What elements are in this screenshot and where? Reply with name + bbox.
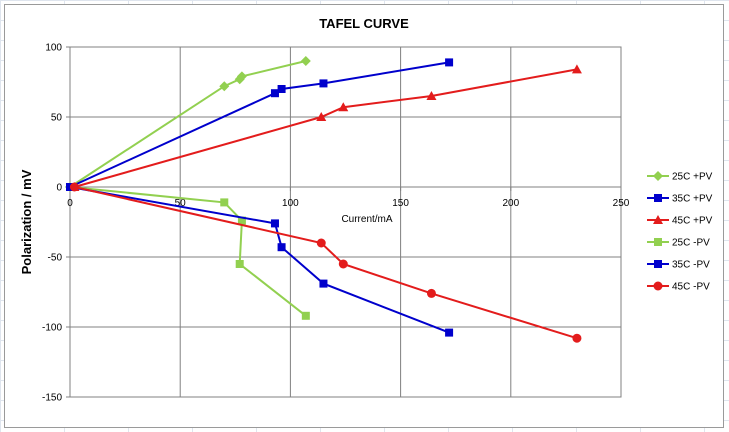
data-point-35c-pv xyxy=(445,328,454,337)
legend-marker-35c-pv xyxy=(654,194,662,202)
legend-marker-35c-pv xyxy=(654,260,662,268)
legend-marker-25c-pv xyxy=(653,171,663,181)
legend-label-25c-pv: 25C -PV xyxy=(672,238,710,249)
y-tick-label: -100 xyxy=(42,323,62,334)
y-tick-label: 100 xyxy=(45,43,62,54)
data-point-35c-pv xyxy=(277,85,286,93)
data-point-45c-pv xyxy=(338,102,349,112)
legend-marker-25c-pv xyxy=(654,238,662,246)
x-tick-label: 100 xyxy=(282,198,299,209)
x-tick-label: 200 xyxy=(502,198,519,209)
data-point-35c-pv xyxy=(445,58,454,67)
data-point-45c-pv xyxy=(316,112,327,121)
plot-area xyxy=(69,46,622,398)
data-point-35c-pv xyxy=(270,89,279,98)
legend-label-45c-pv: 45C +PV xyxy=(672,216,713,227)
y-tick-label: 0 xyxy=(56,183,62,194)
x-axis-title: Current/mA xyxy=(341,214,392,225)
data-point-45c-pv xyxy=(426,288,436,298)
x-tick-label: 250 xyxy=(613,198,630,209)
x-tick-label: 150 xyxy=(392,198,409,209)
data-point-35c-pv xyxy=(319,79,328,88)
data-point-45c-pv xyxy=(69,182,79,192)
data-point-45c-pv xyxy=(426,91,437,100)
data-point-25c-pv xyxy=(219,81,230,92)
data-point-25c-pv xyxy=(301,311,310,320)
y-tick-label: 50 xyxy=(51,113,63,124)
data-point-45c-pv xyxy=(572,333,582,343)
data-point-25c-pv xyxy=(300,56,311,66)
y-tick-label: -150 xyxy=(42,393,62,404)
data-point-45c-pv xyxy=(338,259,348,269)
data-point-25c-pv xyxy=(235,260,244,268)
x-tick-label: 50 xyxy=(175,198,187,209)
data-point-45c-pv xyxy=(316,238,326,248)
data-point-25c-pv xyxy=(236,71,247,82)
data-point-35c-pv xyxy=(270,219,279,228)
legend-label-25c-pv: 25C +PV xyxy=(672,172,713,183)
legend-label-35c-pv: 35C -PV xyxy=(672,260,710,271)
y-tick-label: -50 xyxy=(48,253,63,264)
data-point-45c-pv xyxy=(571,64,582,74)
legend-marker-45c-pv xyxy=(653,215,663,224)
x-tick-label: 0 xyxy=(67,198,73,209)
data-point-25c-pv xyxy=(237,216,246,225)
data-point-25c-pv xyxy=(220,198,229,207)
chart-title: TAFEL CURVE xyxy=(319,16,409,31)
y-axis-title: Polarization / mV xyxy=(19,169,34,274)
data-point-35c-pv xyxy=(319,279,328,288)
legend-label-45c-pv: 45C -PV xyxy=(672,282,710,293)
legend-marker-45c-pv xyxy=(653,281,663,291)
data-point-35c-pv xyxy=(277,243,286,252)
legend-label-35c-pv: 35C +PV xyxy=(672,194,713,205)
